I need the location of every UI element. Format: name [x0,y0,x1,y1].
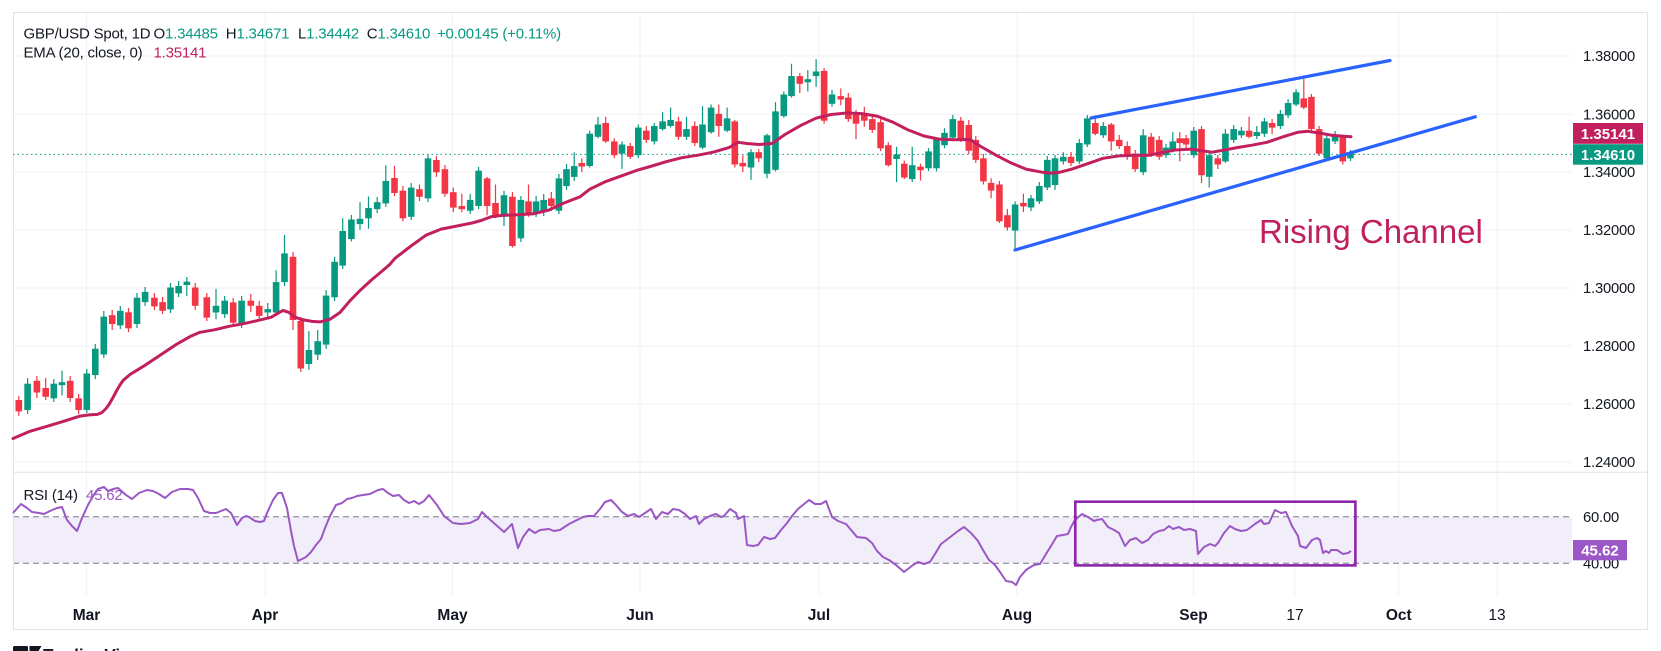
svg-text:1.38000: 1.38000 [1583,49,1635,65]
svg-text:EMA (20, close, 0)1.35141: EMA (20, close, 0) 1.35141 [24,45,207,62]
svg-text:Jun: Jun [626,607,654,624]
svg-text:1.34610: 1.34610 [1581,147,1635,164]
svg-text:1.35141: 1.35141 [1581,126,1635,143]
svg-text:1.26000: 1.26000 [1583,397,1635,413]
svg-text:40.00: 40.00 [1583,557,1619,573]
svg-text:Oct: Oct [1386,607,1412,624]
svg-text:Jul: Jul [808,607,830,624]
svg-text:TradingView: TradingView [43,646,144,651]
svg-text:17: 17 [1286,607,1303,624]
svg-text:Sep: Sep [1179,607,1207,624]
svg-text:May: May [437,607,468,624]
svg-text:1.32000: 1.32000 [1583,223,1635,239]
svg-text:Aug: Aug [1002,607,1032,624]
svg-text:60.00: 60.00 [1583,510,1619,526]
svg-text:1.30000: 1.30000 [1583,281,1635,297]
svg-text:Mar: Mar [73,607,101,624]
svg-text:13: 13 [1488,607,1505,624]
svg-text:1.28000: 1.28000 [1583,339,1635,355]
svg-text:1.36000: 1.36000 [1583,107,1635,123]
svg-text:Rising Channel: Rising Channel [1259,213,1483,250]
svg-text:45.62: 45.62 [1581,543,1619,560]
svg-text:RSI (14)45.62: RSI (14) 45.62 [24,487,123,504]
svg-text:1.24000: 1.24000 [1583,455,1635,471]
svg-text:Apr: Apr [252,607,279,624]
svg-text:1.34000: 1.34000 [1583,165,1635,181]
